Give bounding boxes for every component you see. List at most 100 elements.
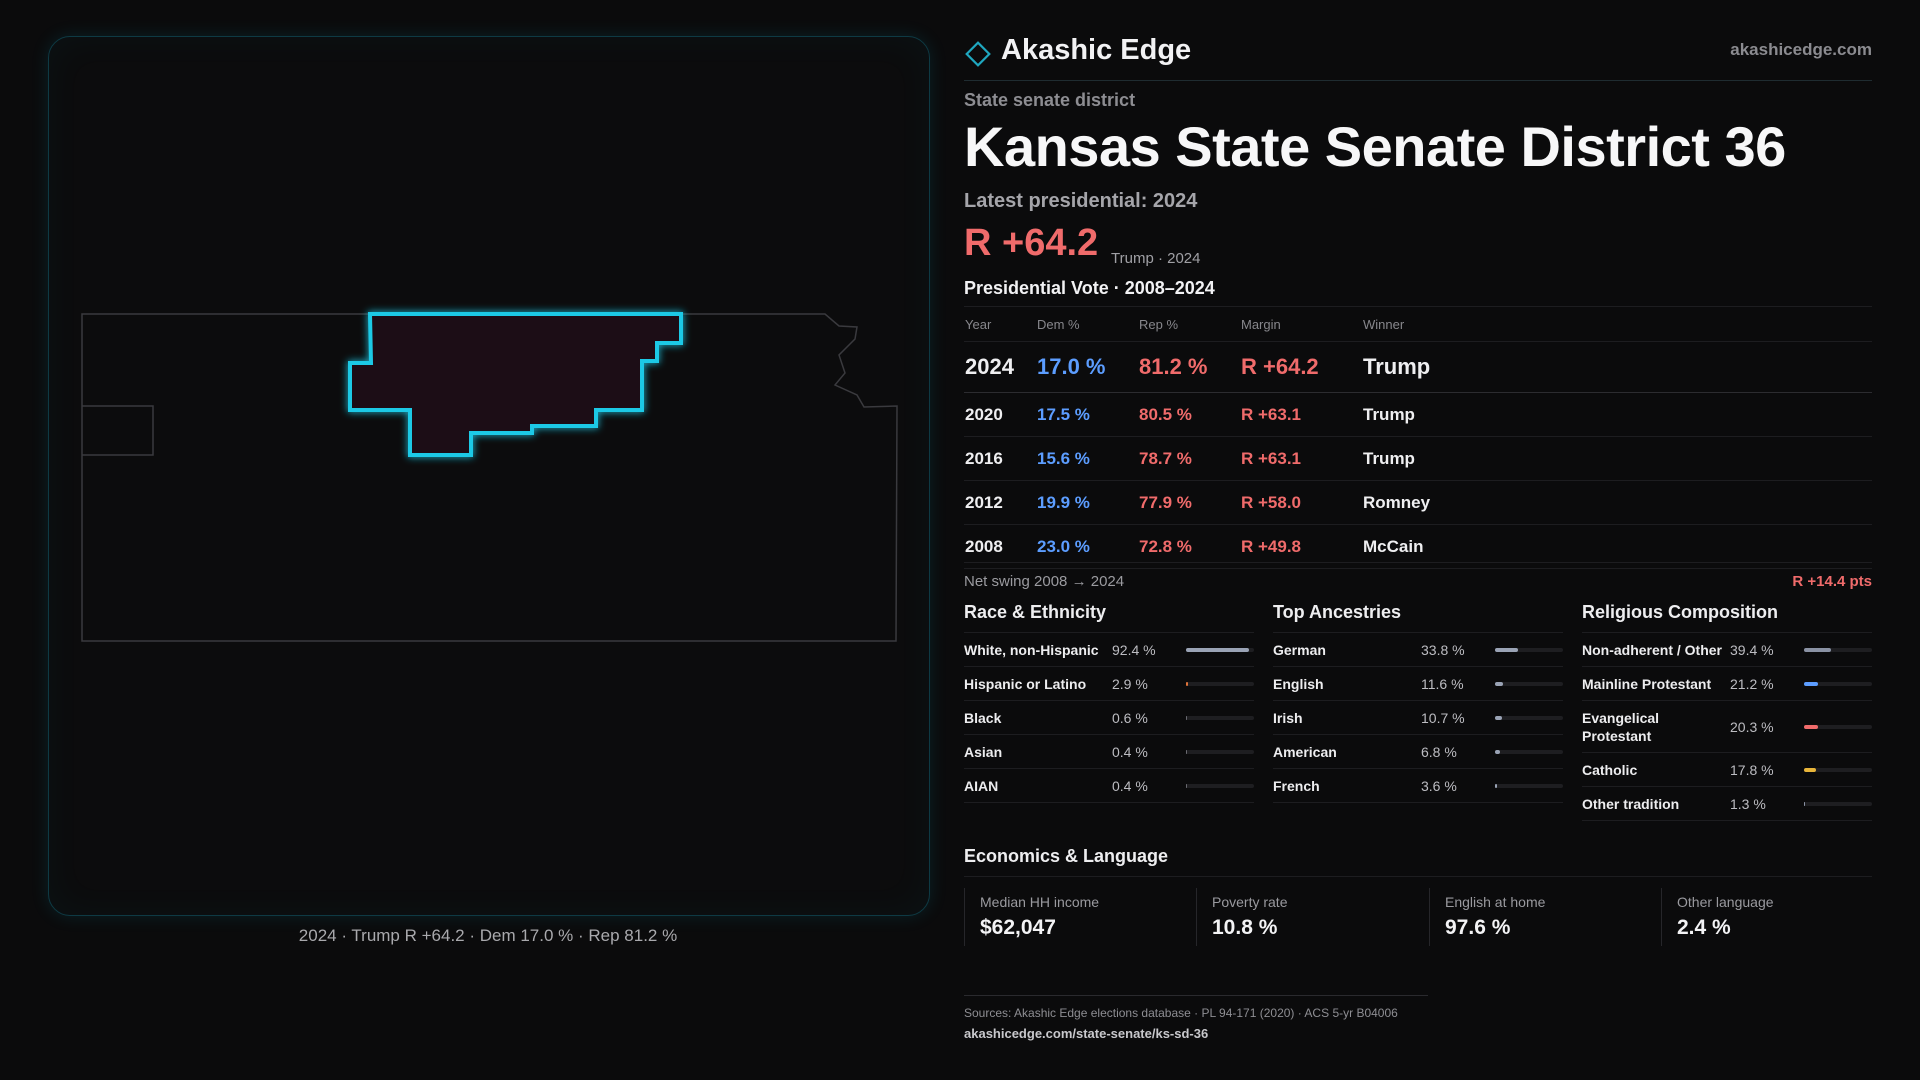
economics-stats: Median HH income $62,047 Poverty rate 10…	[964, 888, 1872, 948]
page-title: Kansas State Senate District 36	[964, 115, 1786, 178]
item-pct: 2.9 %	[1112, 675, 1148, 692]
row-rep: 77.9 %	[1138, 480, 1240, 525]
item-label: Hispanic or Latino	[964, 676, 1087, 692]
row-rep: 78.7 %	[1138, 436, 1240, 481]
stat-value: $62,047	[980, 916, 1056, 939]
row-year: 2012	[964, 480, 1036, 525]
row-year: 2008	[964, 524, 1036, 569]
vote-table: Year Dem % Rep % Margin Winner 2024 17.0…	[964, 306, 1872, 569]
row-margin: R +49.8	[1240, 524, 1362, 569]
item-label: Irish	[1273, 710, 1303, 726]
stat-other-language: Other language 2.4 %	[1661, 888, 1774, 946]
district-map[interactable]	[49, 37, 929, 915]
share-bar-track	[1804, 767, 1872, 772]
latest-presidential-label: Latest presidential: 2024	[964, 190, 1198, 212]
item-label: German	[1273, 642, 1326, 658]
share-bar-track	[1186, 749, 1254, 754]
share-bar-fill	[1495, 749, 1500, 754]
list-item: White, non-Hispanic 92.4 %	[964, 633, 1254, 667]
item-pct: 3.6 %	[1421, 777, 1457, 794]
item-label: American	[1273, 744, 1337, 760]
row-margin: R +58.0	[1240, 480, 1362, 525]
list-item: Asian 0.4 %	[964, 735, 1254, 769]
stat-value: 2.4 %	[1677, 916, 1731, 939]
vote-table-title: Presidential Vote · 2008–2024	[964, 278, 1215, 298]
list-item: American 6.8 %	[1273, 735, 1563, 769]
row-rep: 72.8 %	[1138, 524, 1240, 569]
share-bar-track	[1804, 724, 1872, 729]
share-bar-track	[1495, 749, 1563, 754]
list-item: Irish 10.7 %	[1273, 701, 1563, 735]
share-bar-track	[1186, 647, 1254, 652]
map-caption: 2024 · Trump R +64.2 · Dem 17.0 % · Rep …	[298, 926, 678, 945]
item-pct: 39.4 %	[1730, 641, 1774, 658]
diamond-logo-icon	[965, 41, 991, 67]
item-label: Non-adherent / Other	[1582, 642, 1723, 658]
list-item: Non-adherent / Other 39.4 %	[1582, 633, 1872, 667]
map-panel[interactable]	[48, 36, 930, 916]
stat-value: 10.8 %	[1212, 916, 1278, 939]
item-pct: 0.4 %	[1112, 777, 1148, 794]
list-item: Evangelical Protestant 20.3 %	[1582, 701, 1872, 753]
ancestry-title: Top Ancestries	[1273, 602, 1563, 633]
stat-label: Poverty rate	[1212, 894, 1288, 910]
list-item: Catholic 17.8 %	[1582, 753, 1872, 787]
item-label: Asian	[964, 744, 1003, 760]
share-bar-fill	[1495, 783, 1498, 788]
item-label: AIAN	[964, 778, 999, 794]
share-bar-track	[1186, 681, 1254, 686]
district-type: State senate district	[964, 90, 1136, 110]
list-item: English 11.6 %	[1273, 667, 1563, 701]
share-bar-track	[1495, 715, 1563, 720]
sources-text: Sources: Akashic Edge elections database…	[964, 1006, 1398, 1020]
share-bar-track	[1495, 783, 1563, 788]
row-rep: 80.5 %	[1138, 392, 1240, 437]
row-margin: R +63.1	[1240, 392, 1362, 437]
item-pct: 0.6 %	[1112, 709, 1148, 726]
brand-site-link[interactable]: akashicedge.com	[1730, 40, 1872, 59]
latest-margin: R +64.2	[964, 222, 1099, 264]
ancestry-section: Top Ancestries German 33.8 % English 11.6 …	[1273, 602, 1563, 803]
table-row: 2008 23.0 % 72.8 % R +49.8 McCain	[964, 524, 1872, 569]
row-winner: McCain	[1362, 524, 1872, 569]
table-row: 2012 19.9 % 77.9 % R +58.0 Romney	[964, 480, 1872, 525]
share-bar-track	[1804, 801, 1872, 806]
state-outline	[81, 313, 898, 642]
row-rep: 81.2 %	[1138, 341, 1240, 393]
item-pct: 21.2 %	[1730, 675, 1774, 692]
item-pct: 20.3 %	[1730, 718, 1774, 735]
row-year: 2016	[964, 436, 1036, 481]
row-margin: R +64.2	[1240, 341, 1362, 393]
table-row: 2016 15.6 % 78.7 % R +63.1 Trump	[964, 436, 1872, 481]
item-label: French	[1273, 778, 1320, 794]
list-item: German 33.8 %	[1273, 633, 1563, 667]
list-item: Black 0.6 %	[964, 701, 1254, 735]
row-margin: R +63.1	[1240, 436, 1362, 481]
share-bar-fill	[1186, 749, 1188, 754]
row-dem: 19.9 %	[1036, 480, 1138, 525]
item-pct: 17.8 %	[1730, 761, 1774, 778]
row-winner: Trump	[1362, 392, 1872, 437]
county-outline	[82, 405, 154, 456]
item-pct: 1.3 %	[1730, 795, 1766, 812]
share-bar-track	[1804, 681, 1872, 686]
district-shape[interactable]	[348, 312, 683, 457]
latest-margin-sub: Trump · 2024	[1111, 250, 1201, 267]
item-label: Mainline Protestant	[1582, 676, 1712, 692]
item-pct: 92.4 %	[1112, 641, 1156, 658]
row-dem: 23.0 %	[1036, 524, 1138, 569]
col-winner: Winner	[1362, 306, 1872, 342]
col-margin: Margin	[1240, 306, 1362, 342]
list-item: French 3.6 %	[1273, 769, 1563, 803]
list-item: Mainline Protestant 21.2 %	[1582, 667, 1872, 701]
religion-title: Religious Composition	[1582, 602, 1872, 633]
item-pct: 33.8 %	[1421, 641, 1465, 658]
item-label: Other tradition	[1582, 796, 1680, 812]
row-winner: Romney	[1362, 480, 1872, 525]
sources-url-link[interactable]: akashicedge.com/state-senate/ks-sd-36	[964, 1026, 1209, 1041]
brand-header: Akashic Edge akashicedge.com	[964, 32, 1872, 81]
share-bar-track	[1186, 715, 1254, 720]
share-bar-track	[1495, 681, 1563, 686]
stat-label: English at home	[1445, 894, 1546, 910]
net-swing-label: Net swing 2008 → 2024	[964, 573, 1125, 590]
